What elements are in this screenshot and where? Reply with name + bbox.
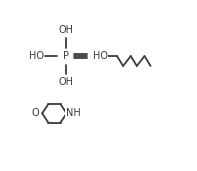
Text: OH: OH — [58, 77, 73, 87]
Text: OH: OH — [58, 25, 73, 35]
Text: P: P — [63, 51, 69, 61]
Text: HO: HO — [93, 51, 108, 61]
Text: NH: NH — [66, 108, 81, 118]
Text: HO: HO — [29, 51, 44, 61]
Text: O: O — [32, 108, 39, 118]
Text: O: O — [91, 51, 99, 61]
